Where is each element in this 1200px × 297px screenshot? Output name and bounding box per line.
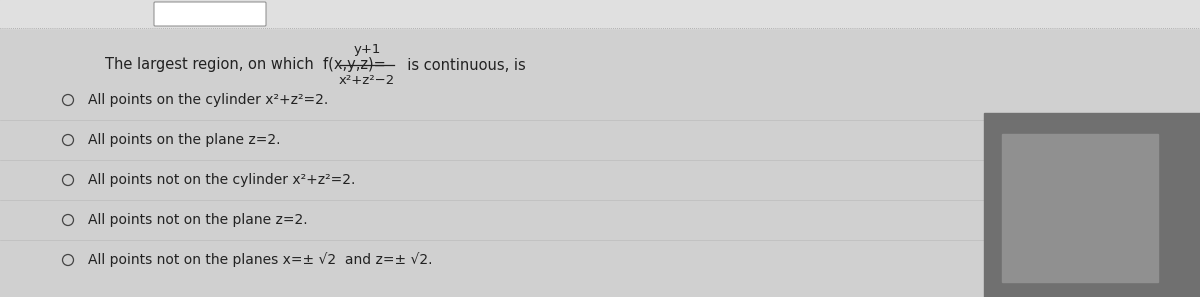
- Text: All points not on the plane z=2.: All points not on the plane z=2.: [88, 213, 307, 227]
- Text: is continuous, is: is continuous, is: [398, 58, 526, 72]
- Text: The largest region, on which  f(x,y,z)=: The largest region, on which f(x,y,z)=: [106, 58, 385, 72]
- Bar: [0, 0, 1200, 28]
- Text: x²+z²−2: x²+z²−2: [338, 74, 395, 87]
- Text: y+1: y+1: [353, 43, 380, 56]
- Text: All points on the plane z=2.: All points on the plane z=2.: [88, 133, 281, 147]
- Text: All points not on the cylinder x²+z²=2.: All points not on the cylinder x²+z²=2.: [88, 173, 355, 187]
- Text: All points on the cylinder x²+z²=2.: All points on the cylinder x²+z²=2.: [88, 93, 329, 107]
- Bar: [1002, 134, 1158, 282]
- Text: All points not on the planes x=± √2  and z=± √2.: All points not on the planes x=± √2 and …: [88, 253, 432, 267]
- Bar: [984, 113, 1200, 297]
- FancyBboxPatch shape: [154, 2, 266, 26]
